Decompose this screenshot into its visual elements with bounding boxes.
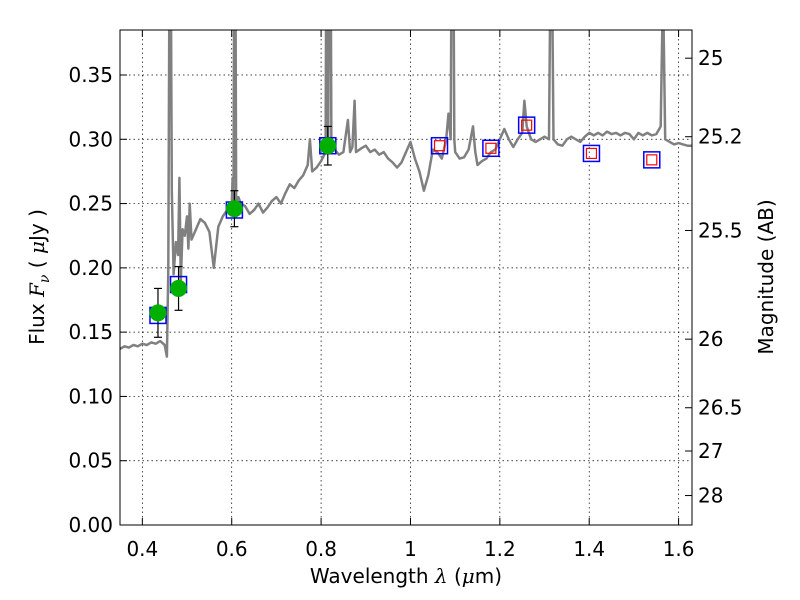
y-axis-label-nu: ν <box>37 274 53 283</box>
model-photometry-point <box>643 151 661 169</box>
x-tick-label: 1.2 <box>484 537 516 561</box>
observed-nir-point <box>646 154 658 166</box>
x-axis-label-text: Wavelength <box>310 564 435 588</box>
mag-tick-label: 27 <box>698 439 723 463</box>
x-tick-label: 1.4 <box>573 537 605 561</box>
observed-nir-point <box>433 140 446 152</box>
mag-tick-label: 26 <box>698 327 723 351</box>
model-photometry-point <box>482 139 500 158</box>
mag-tick-label: 28 <box>698 484 723 508</box>
axis-ticks: 0.4 0.6 0.8 1 1.2 1.4 1.6 0.00 0.05 0.10 0.15 0.20 0… <box>68 30 743 561</box>
y-tick-label: 0.15 <box>68 320 113 344</box>
x-tick-label: 0.6 <box>216 537 248 561</box>
y-tick-label: 0.30 <box>68 127 113 151</box>
model-photometry-point <box>430 136 449 155</box>
observed-nir-point <box>585 147 598 160</box>
y-tick-label: 0.05 <box>68 449 113 473</box>
mag-tick-label: 25.2 <box>698 125 743 149</box>
y-tick-label: 0.20 <box>68 256 113 280</box>
data-layer <box>120 30 692 358</box>
y-tick-label: 0.25 <box>68 192 113 216</box>
observed-detection-point <box>225 200 243 218</box>
y-tick-label: 0.00 <box>68 513 113 537</box>
y-axis-label-F: F <box>25 282 49 298</box>
observed-nir-point <box>485 142 497 154</box>
x-axis-label-mu: μ <box>462 564 475 588</box>
model-photometry-point <box>517 116 536 134</box>
x-tick-label: 1 <box>404 537 417 561</box>
x-tick-label: 0.8 <box>305 537 337 561</box>
y2-axis-label: Magnitude (AB) <box>754 199 778 354</box>
x-tick-label: 0.4 <box>126 537 158 561</box>
y-axis-label-text: Flux <box>25 297 49 345</box>
plot-frame <box>119 29 693 526</box>
y-axis-label-unit: Jy ) <box>25 209 49 243</box>
grid <box>120 30 692 526</box>
observed-nir-point <box>521 119 533 131</box>
x-axis-label-unit: m) <box>475 564 502 588</box>
y-tick-label: 0.35 <box>68 63 113 87</box>
observed-detection-point <box>149 304 167 322</box>
model-photometry-point <box>582 144 601 163</box>
observed-detection-point <box>319 137 337 155</box>
observed-detection-point <box>170 279 188 297</box>
y-axis-label-paren: ( <box>25 254 49 275</box>
y-axis-label-mu: μ <box>25 241 49 254</box>
y-tick-label: 0.10 <box>68 384 113 408</box>
x-axis-label: Wavelength λ (μm) <box>310 564 502 588</box>
mag-tick-label: 25.5 <box>698 218 743 242</box>
x-tick-label: 1.6 <box>663 537 695 561</box>
mag-tick-label: 26.5 <box>698 396 743 420</box>
model-spectrum-line <box>120 30 692 358</box>
x-axis-label-lambda: λ <box>434 564 448 588</box>
plot-area <box>120 30 692 525</box>
y-axis-label: Flux Fν ( μJy ) <box>25 209 53 345</box>
mag-tick-label: 25 <box>698 46 723 70</box>
x-axis-label-paren: ( <box>448 564 462 588</box>
